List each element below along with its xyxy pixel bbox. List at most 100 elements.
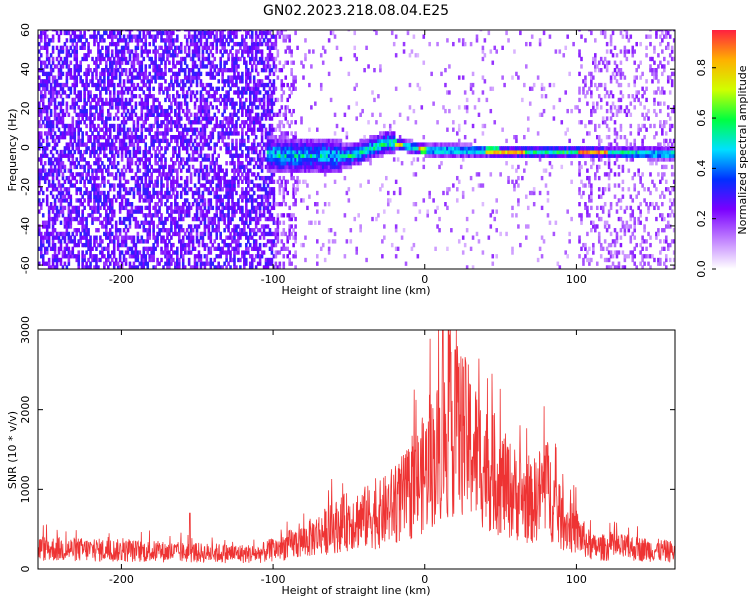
- spectrogram-cell: [270, 68, 274, 73]
- spectrogram-cell: [116, 194, 120, 199]
- spectrogram-cell: [105, 194, 108, 199]
- spectrogram-cell: [168, 30, 171, 36]
- spectrogram-cell: [209, 86, 213, 91]
- spectrogram-cell: [272, 254, 276, 259]
- spectrogram-cell: [237, 30, 240, 32]
- spectrogram-cell: [217, 135, 220, 140]
- spectrogram-cell: [189, 224, 193, 229]
- spectrogram-cell: [49, 172, 53, 177]
- spectrogram-cell: [89, 265, 92, 269]
- spectrogram-cell: [99, 146, 102, 151]
- spectrogram-cell: [38, 135, 41, 140]
- spectrogram-cell: [276, 157, 280, 162]
- spectrogram-cell: [177, 60, 181, 65]
- spectrogram-cell: [229, 112, 232, 117]
- spectrogram-cell: [71, 146, 75, 151]
- spectrogram-cell: [252, 60, 256, 65]
- spectrogram-cells: [38, 30, 675, 269]
- spectrogram-cell: [154, 79, 157, 84]
- spectrogram-cell: [41, 257, 45, 263]
- spectrogram-cell: [339, 153, 343, 158]
- spectrogram-cell: [319, 246, 323, 251]
- spectrogram-cell: [122, 101, 126, 106]
- spectrogram-cell: [144, 101, 148, 106]
- spectrogram-cell: [331, 149, 335, 155]
- spectrogram-cell: [168, 239, 171, 244]
- spectrogram-cell: [183, 127, 187, 132]
- spectrogram-cell: [227, 235, 230, 240]
- spectrogram-cell: [197, 216, 201, 222]
- spectrogram-cell: [144, 38, 148, 43]
- spectrogram-cell: [274, 265, 278, 269]
- spectrogram-cell: [158, 138, 161, 144]
- spectrogram-cell: [233, 112, 236, 117]
- spectrogram-cell: [89, 135, 92, 140]
- spectrogram-cell: [260, 53, 264, 58]
- spectrogram-cell: [209, 68, 213, 73]
- spectrogram-cell: [176, 168, 179, 173]
- spectrogram-cell: [53, 101, 57, 106]
- spectrogram-cell: [71, 183, 75, 188]
- spectrogram-cell: [49, 38, 53, 43]
- spectrogram-cell: [51, 123, 55, 129]
- spectrogram-cell: [108, 60, 112, 65]
- spectrogram-cell: [205, 138, 209, 144]
- spectrogram-cell: [237, 242, 240, 248]
- spectrogram-cell: [57, 190, 61, 196]
- spectrogram-cell: [246, 168, 250, 173]
- spectrogram-cell: [77, 242, 81, 248]
- spectrogram-cell: [122, 56, 126, 62]
- spectrogram-cell: [341, 153, 345, 158]
- spectrogram-cell: [351, 161, 355, 166]
- spectrogram-cell: [233, 172, 236, 177]
- spectrogram-cell: [134, 68, 138, 73]
- spectrogram-cell: [268, 101, 272, 106]
- spectrogram-cell: [252, 198, 256, 203]
- spectrogram-cell: [116, 101, 120, 106]
- spectrogram-cell: [134, 265, 138, 269]
- spectrogram-cell: [77, 105, 81, 110]
- spectrogram-cell: [89, 175, 92, 181]
- spectrogram-cell: [266, 53, 270, 58]
- spectrogram-cell: [63, 216, 67, 222]
- spectrogram-cell: [110, 138, 114, 144]
- spectrogram-cell: [177, 105, 181, 110]
- spectrogram-cell: [310, 161, 313, 166]
- spectrogram-cell: [213, 213, 217, 218]
- spectrogram-cell: [83, 190, 86, 196]
- spectrogram-cell: [144, 179, 148, 184]
- spectrogram-cell: [81, 135, 84, 140]
- spectrogram-cell: [87, 41, 90, 47]
- spectrogram-cell: [241, 53, 244, 58]
- spectrogram-cell: [187, 53, 191, 58]
- spectrogram-cell: [276, 213, 280, 218]
- spectrogram-cell: [225, 257, 228, 263]
- spectrogram-cell: [229, 49, 232, 54]
- spectrogram-cell: [152, 123, 155, 129]
- spectrogram-cell: [199, 108, 203, 114]
- spectrogram-cell: [187, 164, 191, 170]
- spectrogram-cell: [231, 60, 234, 65]
- spectrogram-cell: [215, 228, 219, 233]
- spectrogram-cell: [122, 131, 126, 136]
- spectrogram-cell: [39, 153, 43, 158]
- spectrogram-cell: [53, 86, 57, 91]
- spectrogram-cell: [177, 209, 181, 214]
- spectrogram-cell: [347, 71, 351, 77]
- spectrogram-cell: [75, 45, 79, 50]
- spectrogram-cell: [110, 53, 114, 58]
- spectrogram-cell: [118, 183, 122, 188]
- spectrogram-cell: [156, 120, 159, 125]
- spectrogram-cell: [321, 138, 325, 144]
- spectrogram-cell: [142, 250, 146, 255]
- spectrogram-cell: [130, 202, 134, 207]
- spectrogram-cell: [172, 187, 175, 192]
- spectrogram-cell: [250, 205, 254, 211]
- spectrogram-cell: [254, 149, 258, 155]
- spectrogram-cell: [323, 202, 327, 207]
- spectrogram-cell: [156, 153, 159, 158]
- spectrogram-cell: [146, 168, 150, 173]
- spectrogram-cell: [221, 216, 224, 222]
- spectrogram-cell: [201, 116, 205, 121]
- spectrogram-cell: [47, 257, 51, 263]
